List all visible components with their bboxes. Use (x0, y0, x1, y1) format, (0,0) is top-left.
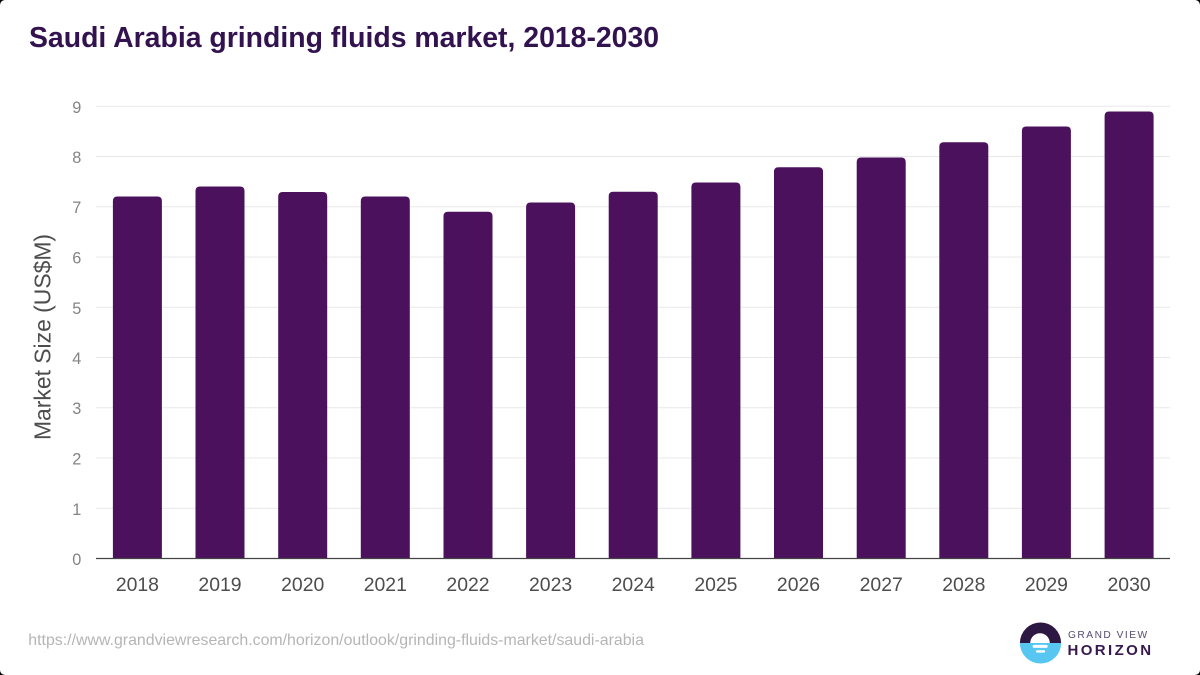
svg-text:Market Size (US$M): Market Size (US$M) (30, 234, 56, 440)
svg-text:2027: 2027 (860, 574, 903, 596)
svg-text:GRAND VIEW: GRAND VIEW (1068, 630, 1149, 641)
svg-text:2028: 2028 (942, 574, 985, 596)
svg-text:4: 4 (72, 350, 81, 368)
svg-text:0: 0 (72, 551, 81, 569)
svg-text:2029: 2029 (1025, 574, 1068, 596)
svg-text:2026: 2026 (777, 574, 820, 596)
svg-text:8: 8 (72, 149, 81, 167)
svg-text:HORIZON: HORIZON (1068, 642, 1154, 659)
svg-text:7: 7 (72, 199, 81, 217)
svg-text:Saudi Arabia grinding fluids m: Saudi Arabia grinding fluids market, 201… (29, 22, 659, 54)
svg-text:5: 5 (72, 300, 81, 318)
svg-text:2019: 2019 (198, 574, 241, 596)
svg-text:6: 6 (72, 250, 81, 268)
svg-text:2021: 2021 (364, 574, 407, 596)
svg-text:9: 9 (72, 99, 81, 117)
svg-text:2024: 2024 (612, 574, 655, 596)
svg-text:3: 3 (72, 400, 81, 418)
svg-text:1: 1 (72, 501, 81, 519)
svg-text:2: 2 (72, 451, 81, 469)
svg-text:https://www.grandviewresearch.: https://www.grandviewresearch.com/horizo… (28, 632, 644, 649)
svg-text:2025: 2025 (694, 574, 737, 596)
svg-text:2023: 2023 (529, 574, 572, 596)
svg-text:2022: 2022 (446, 574, 489, 596)
svg-text:2030: 2030 (1108, 574, 1151, 596)
svg-text:2018: 2018 (116, 574, 159, 596)
svg-text:2020: 2020 (281, 574, 324, 596)
